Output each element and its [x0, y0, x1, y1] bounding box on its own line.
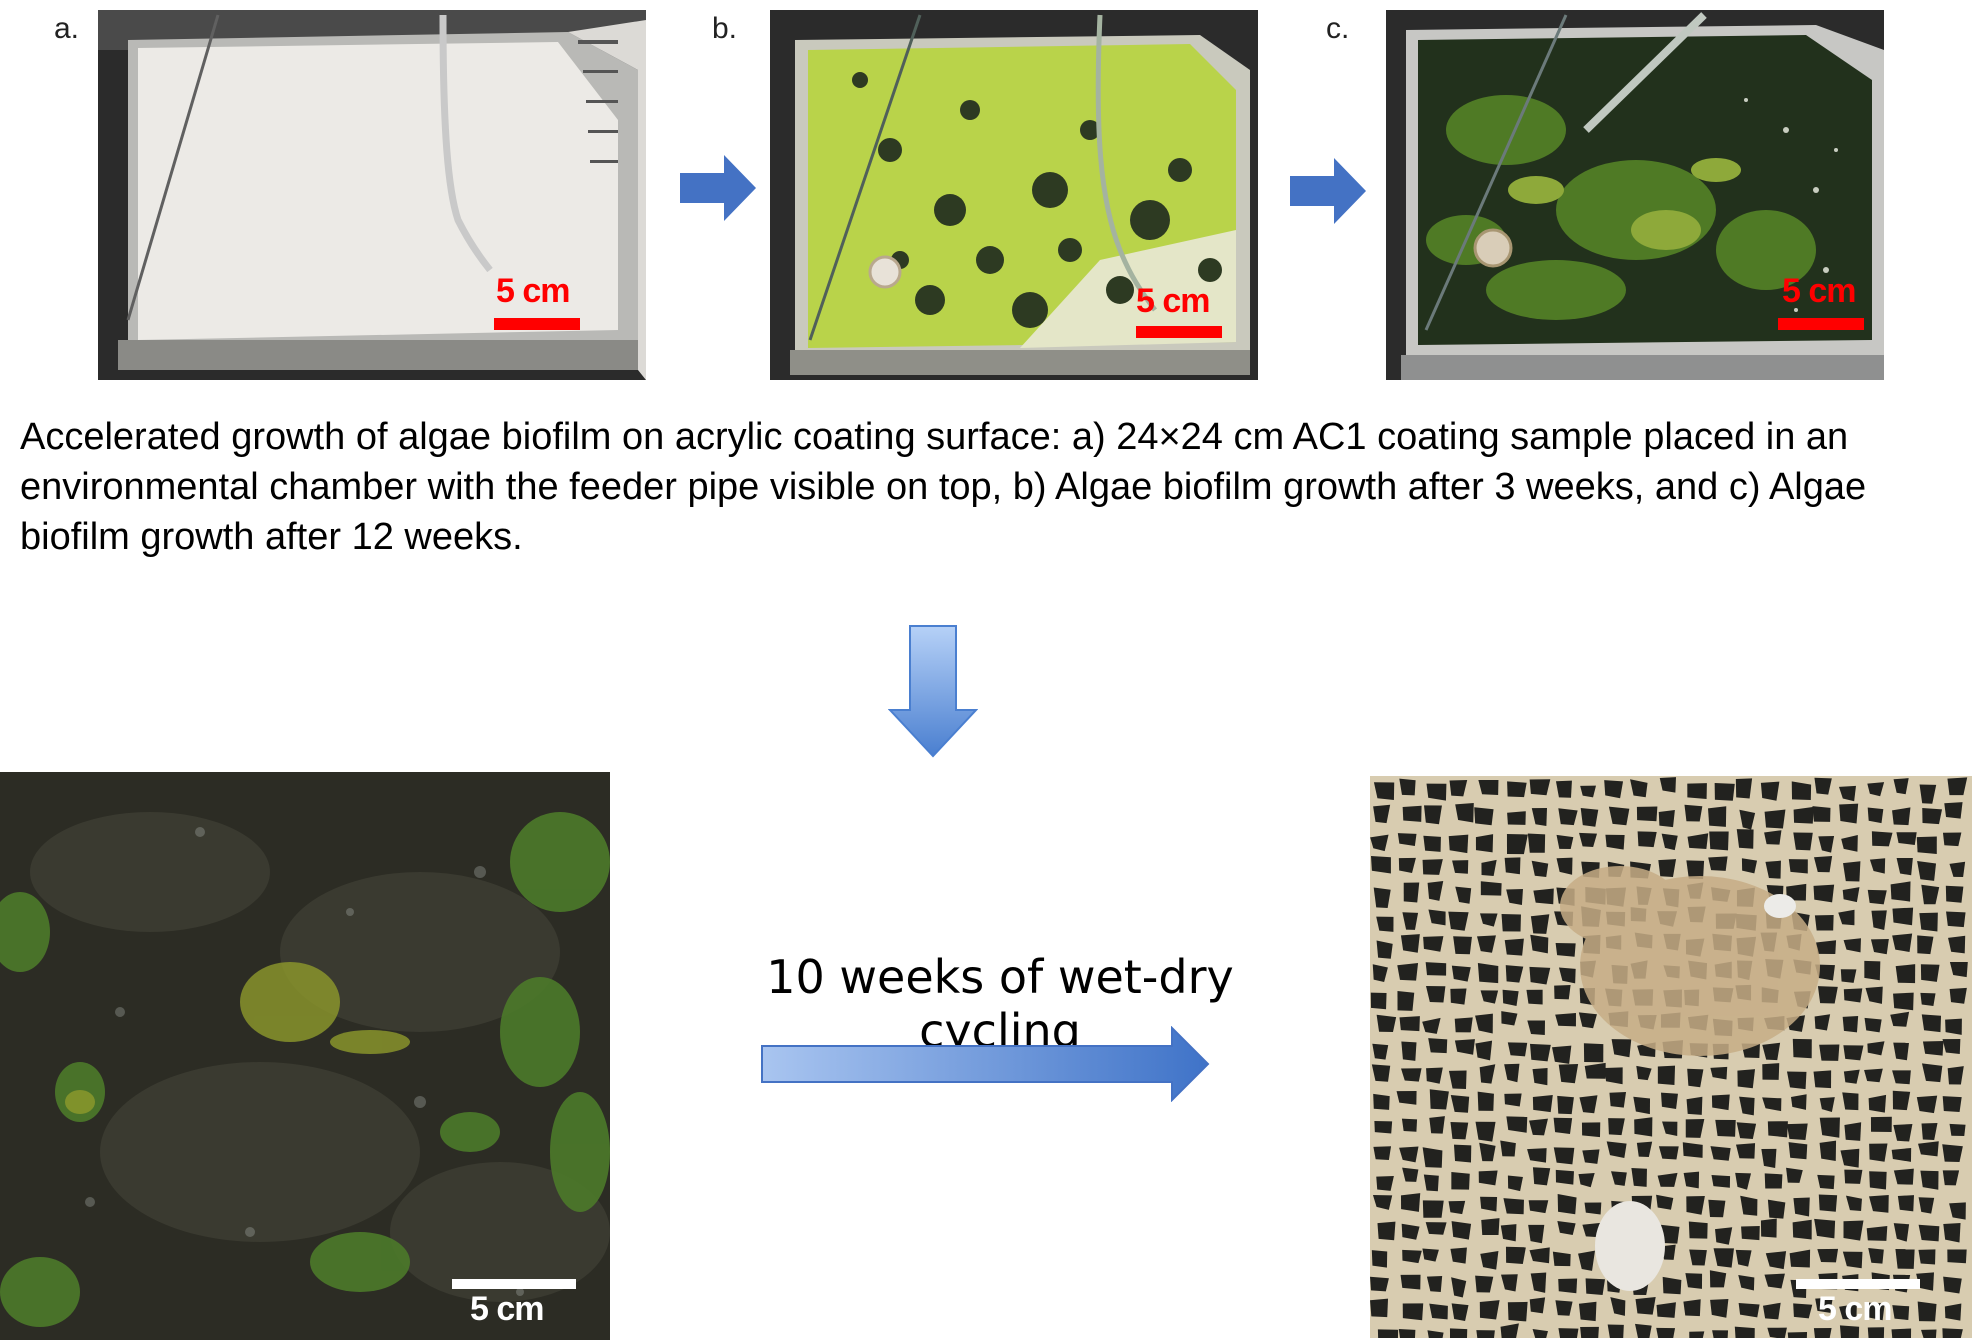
panel-a-photo — [98, 10, 646, 380]
panel-a-scale-label: 5 cm — [496, 272, 570, 310]
panel-a-scale-bar — [494, 318, 580, 330]
after-cycling-photo — [1370, 776, 1972, 1338]
after-scale-label: 5 cm — [1818, 1290, 1892, 1328]
arrow-right-icon — [1290, 158, 1366, 224]
panel-b-scale-bar — [1136, 326, 1222, 338]
arrow-right-large-icon — [761, 1026, 1210, 1102]
panel-b-photo — [770, 10, 1258, 380]
panel-b-letter: b. — [712, 12, 738, 45]
arrow-right-icon — [680, 155, 756, 221]
before-scale-label: 5 cm — [470, 1290, 544, 1328]
panel-a-letter: a. — [54, 12, 80, 45]
arrow-down-icon — [888, 625, 978, 758]
figure-caption: Accelerated growth of algae biofilm on a… — [20, 416, 1867, 558]
before-cycling-photo — [0, 772, 610, 1340]
panel-c-scale-bar — [1778, 318, 1864, 330]
panel-b-scale-label: 5 cm — [1136, 282, 1210, 320]
panel-c-letter: c. — [1326, 12, 1350, 45]
after-scale-bar — [1796, 1279, 1920, 1289]
panel-c-scale-label: 5 cm — [1782, 272, 1856, 310]
panel-c-photo — [1386, 10, 1884, 380]
before-scale-bar — [452, 1279, 576, 1289]
